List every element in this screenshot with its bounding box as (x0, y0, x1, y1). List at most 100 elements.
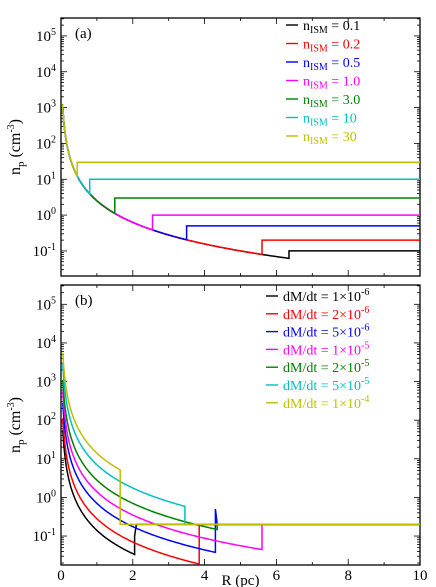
y-axis-label-exp: -3 (6, 124, 17, 132)
y-tick-exponent: 4 (51, 334, 56, 345)
y-tick-base: 10 (36, 136, 51, 152)
series-line-2 (62, 402, 420, 554)
legend-entry-exp: -5 (361, 376, 369, 387)
legend-entry-base: dM/dt = 5×10 (283, 379, 361, 394)
y-tick-exponent: -1 (48, 242, 56, 253)
y-tick-base: 10 (36, 297, 51, 313)
y-tick-label: 101 (36, 170, 56, 188)
legend-entry-exp: -6 (361, 287, 369, 298)
series-lines (61, 104, 420, 260)
legend-entry-base: dM/dt = 5×10 (283, 326, 361, 341)
legend-entry-value: = 3.0 (328, 93, 360, 108)
legend-entry-exp: -5 (361, 358, 369, 369)
x-tick-label: 0 (57, 568, 65, 584)
legend-entry-sub: ISM (310, 136, 328, 147)
legend-entry: dM/dt = 5×10-6 (283, 323, 369, 341)
y-tick-exponent: 0 (51, 206, 56, 217)
series-line-6 (61, 104, 420, 179)
y-tick-exponent: 1 (51, 450, 56, 461)
y-tick-label: 100 (36, 488, 56, 506)
legend-entry-main: n (303, 38, 310, 53)
legend-entry-main: n (303, 112, 310, 127)
series-line-1 (62, 418, 420, 565)
y-tick-exponent: 1 (51, 170, 56, 181)
legend-entry: dM/dt = 2×10-6 (283, 305, 369, 323)
y-tick-label: 102 (36, 134, 56, 152)
y-tick-base: 10 (36, 29, 51, 45)
legend-entry-exp: -6 (361, 305, 369, 316)
legend-entry-sub: ISM (310, 118, 328, 129)
series-lines (62, 352, 420, 565)
legend-entry-exp: -5 (361, 340, 369, 351)
legend-entry: dM/dt = 1×10-4 (283, 394, 369, 412)
y-tick-label: 103 (36, 99, 56, 117)
y-tick-base: 10 (36, 101, 51, 117)
y-tick-base: 10 (36, 413, 51, 429)
panel-label: (a) (75, 26, 92, 42)
y-tick-label: 10-1 (33, 527, 56, 545)
y-tick-base: 10 (36, 208, 51, 224)
x-tick-label: 10 (413, 568, 428, 584)
y-tick-exponent: 5 (51, 295, 56, 306)
legend-entry: dM/dt = 5×10-5 (283, 376, 369, 394)
y-tick-base: 10 (36, 65, 51, 81)
legend: dM/dt = 1×10-6dM/dt = 2×10-6dM/dt = 5×10… (266, 287, 369, 412)
y-tick-base: 10 (33, 529, 48, 545)
y-tick-base: 10 (36, 172, 51, 188)
legend-entry-main: n (303, 93, 310, 108)
y-axis-label-close: ) (7, 397, 24, 402)
legend-entry-main: n (303, 19, 310, 34)
y-axis-label-sub: p (15, 161, 27, 167)
y-tick-label: 100 (36, 206, 56, 224)
legend-entry-exp: -4 (361, 394, 369, 405)
legend-entry-value: = 30 (328, 130, 357, 145)
y-tick-label: 104 (36, 63, 56, 81)
legend-entry-value: = 10 (328, 112, 357, 127)
legend-entry: dM/dt = 1×10-6 (283, 287, 369, 305)
series-line-0 (62, 429, 420, 556)
legend-entry: nISM = 0.2 (303, 38, 360, 55)
legend-entry-sub: ISM (310, 25, 328, 36)
legend-entry-main: n (303, 75, 310, 90)
series-line-4 (62, 379, 420, 531)
legend-entry-exp: -6 (361, 323, 369, 334)
y-tick-base: 10 (33, 244, 48, 260)
y-tick-base: 10 (36, 336, 51, 352)
series-line-5 (62, 364, 420, 526)
legend-entry: dM/dt = 2×10-5 (283, 358, 369, 376)
legend-entry-base: dM/dt = 1×10 (283, 343, 361, 358)
legend-entry-base: dM/dt = 1×10 (283, 397, 361, 412)
legend-entry: nISM = 10 (303, 112, 357, 129)
y-axis-label: np (cm-3) (6, 397, 27, 453)
y-axis-label-unit: (cm (7, 410, 24, 439)
y-tick-base: 10 (36, 375, 51, 391)
y-tick-base: 10 (36, 490, 51, 506)
series-line-6 (62, 352, 420, 526)
y-tick-label: 105 (36, 295, 56, 313)
x-tick-label: 6 (273, 568, 281, 584)
y-axis-label-close: ) (7, 119, 24, 124)
y-axis-label-exp: -3 (6, 402, 17, 410)
legend-entry: nISM = 30 (303, 130, 357, 147)
y-axis-label: np (cm-3) (6, 119, 27, 175)
legend-entry-sub: ISM (310, 44, 328, 55)
panel-label: (b) (75, 293, 93, 309)
y-tick-exponent: 3 (51, 99, 56, 110)
y-tick-label: 103 (36, 373, 56, 391)
x-axis-label: R (pc) (222, 573, 260, 587)
legend-entry: nISM = 0.5 (303, 56, 360, 73)
x-tick-label: 2 (129, 568, 137, 584)
y-tick-exponent: 2 (51, 411, 56, 422)
y-tick-label: 102 (36, 411, 56, 429)
series-line-3 (62, 391, 420, 551)
legend-entry-value: = 0.5 (328, 56, 360, 71)
legend-entry-main: n (303, 130, 310, 145)
y-tick-exponent: -1 (48, 527, 56, 538)
legend-entry-value: = 1.0 (328, 75, 360, 90)
y-axis-label-main: n (7, 167, 24, 175)
y-tick-exponent: 4 (51, 63, 56, 74)
y-tick-exponent: 0 (51, 488, 56, 499)
